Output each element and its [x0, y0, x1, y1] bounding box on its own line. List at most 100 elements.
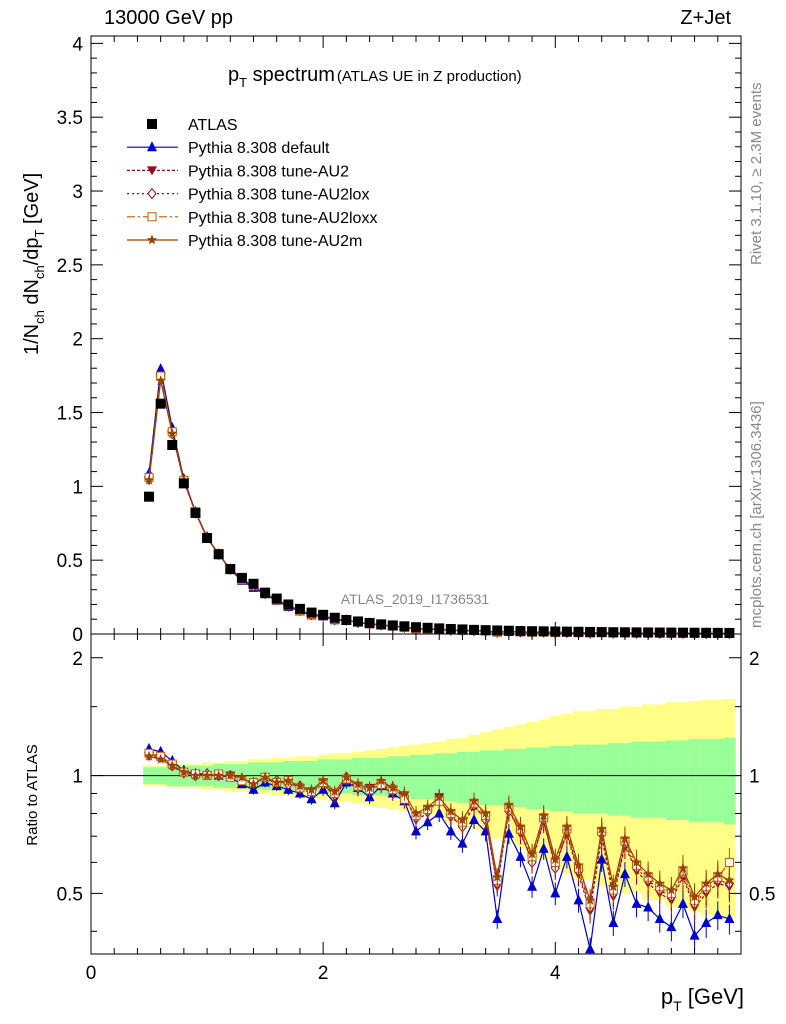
- ratio-series-point: [712, 909, 723, 920]
- ratio-series-point: [596, 823, 607, 834]
- ratio-series-point: [654, 878, 665, 888]
- ratio-series-point: [283, 775, 294, 786]
- ratio-xtick-label: 2: [318, 963, 329, 984]
- atlas-data-point: [236, 572, 247, 583]
- ratio-series-point: [445, 805, 457, 816]
- legend-entry: Pythia 8.308 tune-AU2loxx: [127, 210, 377, 227]
- ratio-series-point: [561, 850, 572, 861]
- atlas-data-point: [225, 564, 236, 575]
- ratio-series-point: [608, 917, 619, 928]
- ratio-series-point: [259, 771, 271, 782]
- ratio-band-inner: [537, 747, 550, 810]
- ratio-band-inner: [305, 760, 318, 792]
- ratio-series-point: [503, 799, 515, 810]
- main-ytick-label: 3: [72, 182, 83, 203]
- atlas-data-point: [190, 507, 201, 518]
- atlas-data-point: [469, 624, 480, 635]
- ratio-band-inner: [619, 743, 632, 816]
- atlas-data-point: [399, 621, 410, 632]
- ratio-ytick-label: 1: [72, 767, 83, 788]
- atlas-data-point: [701, 627, 712, 638]
- ratio-series-point: [585, 943, 596, 954]
- legend-marker: [147, 166, 157, 176]
- ratio-series-point: [561, 821, 573, 832]
- atlas-data-point: [178, 478, 189, 489]
- ratio-series-point: [619, 833, 631, 844]
- ratio-band-inner: [549, 746, 562, 812]
- ratio-ytick-label: 2: [72, 649, 83, 670]
- ratio-series-point: [538, 810, 549, 821]
- ratio-series-point: [666, 884, 677, 895]
- atlas-data-point: [306, 607, 317, 618]
- ratio-series-point: [410, 808, 422, 818]
- ratio-series-point: [411, 825, 421, 836]
- atlas-data-point: [283, 599, 294, 610]
- legend: ATLAS Pythia 8.308 default Pythia 8.308 tu…: [127, 117, 377, 250]
- ratio-series-point: [654, 913, 665, 924]
- header-left: 13000 GeV pp: [104, 7, 233, 29]
- ratio-series-point: [190, 770, 201, 780]
- atlas-data-point: [318, 609, 329, 620]
- atlas-data-point: [596, 627, 607, 638]
- legend-entry: Pythia 8.308 tune-AU2lox: [127, 187, 369, 204]
- atlas-data-point: [434, 623, 445, 634]
- ratio-band-inner: [456, 751, 469, 804]
- ratio-series-point: [527, 880, 538, 891]
- ratio-series-point: [724, 857, 734, 867]
- ratio-band-inner: [561, 746, 574, 812]
- legend-entry: ATLAS: [147, 117, 238, 134]
- ratio-band-inner: [410, 754, 423, 800]
- ratio-series-4: [143, 750, 735, 913]
- ratio-band-inner: [479, 750, 492, 806]
- legend-label: ATLAS: [188, 117, 238, 134]
- main-title: pT spectrum (ATLAS UE in Z production): [228, 64, 522, 90]
- legend-label: Pythia 8.308 default: [188, 140, 330, 157]
- ratio-series-point: [701, 917, 712, 928]
- ratio-series-point: [643, 901, 654, 912]
- ratio-series-point: [573, 894, 584, 905]
- ratio-series-point: [399, 788, 410, 798]
- ratio-series-point: [213, 770, 224, 780]
- ratio-band-inner: [607, 743, 620, 816]
- atlas-data-point: [666, 627, 677, 638]
- ratio-series-point: [619, 868, 630, 879]
- atlas-data-point: [492, 625, 503, 636]
- atlas-data-point: [689, 627, 700, 638]
- analysis-watermark: ATLAS_2019_I1736531: [341, 591, 490, 607]
- main-ytick-label: 2.5: [57, 256, 83, 277]
- ratio-band-inner: [653, 741, 667, 818]
- ratio-band-inner: [700, 739, 713, 823]
- atlas-data-point: [457, 624, 468, 635]
- ratio-band-inner: [514, 748, 527, 808]
- main-ytick-label: 0.5: [57, 551, 83, 572]
- ratio-band-inner: [584, 744, 597, 814]
- mcplots-credit-label: mcplots.cern.ch [arXiv:1306.3436]: [748, 401, 765, 628]
- atlas-data-point: [515, 626, 526, 637]
- atlas-data-point: [422, 622, 433, 633]
- ratio-series-point: [167, 760, 178, 771]
- ratio-band-inner: [468, 751, 481, 804]
- ratio-ytick-label-right: 1: [749, 767, 760, 788]
- ratio-series-point: [468, 795, 480, 806]
- ratio-band-inner: [688, 739, 701, 823]
- main-series-point: [143, 474, 155, 485]
- ratio-ytick-label-right: 0.5: [749, 884, 775, 905]
- ratio-series-point: [294, 780, 306, 791]
- atlas-data-point: [573, 626, 584, 637]
- atlas-data-point: [643, 627, 654, 638]
- ratio-panel: 0.5 0.5 1 1 2 2 0 2 4 Ratio to ATLAS pT [GeV]: [24, 633, 775, 1014]
- atlas-data-point: [202, 533, 213, 544]
- main-ytick-label: 4: [72, 34, 83, 55]
- atlas-data-point: [550, 626, 561, 637]
- ratio-series-point: [503, 827, 514, 838]
- atlas-data-point: [341, 614, 352, 625]
- atlas-data-point: [294, 603, 305, 614]
- atlas-data-point: [271, 593, 282, 604]
- ratio-axes: 0.5 0.5 1 1 2 2 0 2 4: [57, 634, 775, 984]
- ratio-series-point: [492, 913, 503, 924]
- atlas-data: [144, 398, 735, 638]
- legend-marker: [147, 187, 157, 200]
- ratio-series-point: [689, 929, 700, 940]
- main-series-point: [155, 363, 166, 374]
